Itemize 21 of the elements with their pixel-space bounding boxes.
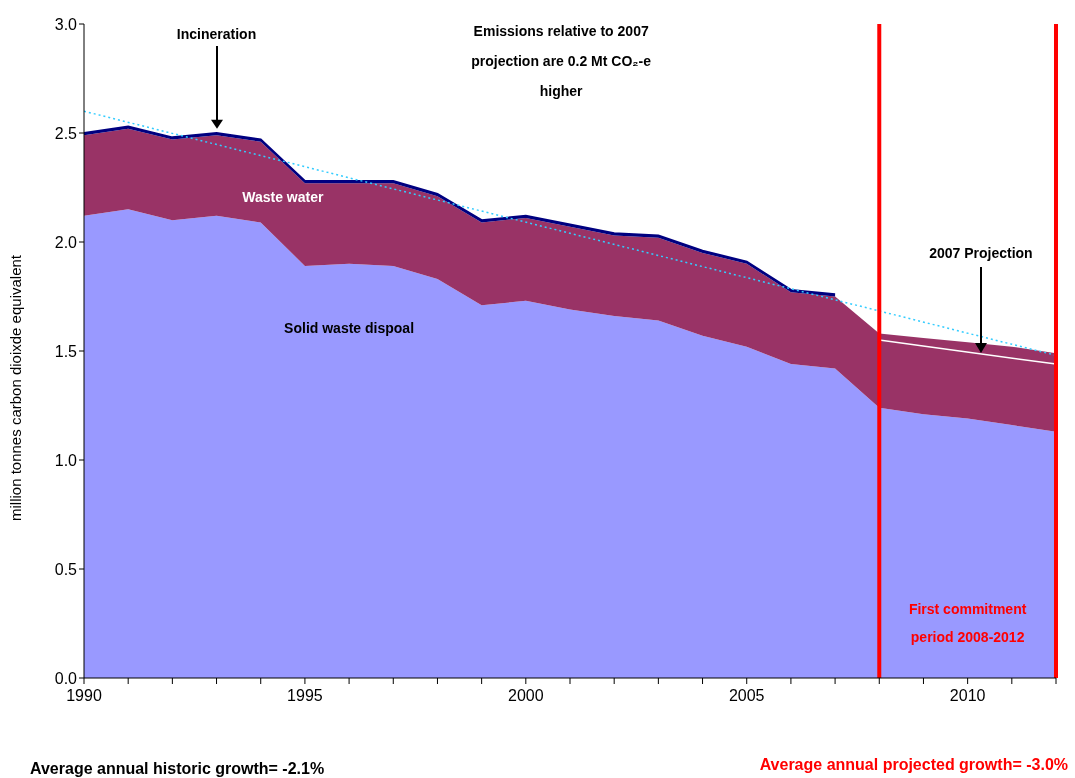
y-axis-title: million tonnes carbon dioixde equivalent xyxy=(7,254,25,521)
series-label: Waste water xyxy=(241,189,325,206)
text: Average annual historic growth= -2.1% xyxy=(30,760,325,778)
y-tick-label: 2.5 xyxy=(54,124,78,142)
y-tick-label: 0.5 xyxy=(54,560,78,578)
y-tick-label: 0.0 xyxy=(54,669,78,687)
annotation: Emissions relative to 2007 projection are 0.2 Mt CO₂-e higher xyxy=(470,22,652,101)
text: Average annual projected growth= -3.0% xyxy=(759,756,1068,774)
x-tick-label: 2000 xyxy=(508,687,544,705)
annotation: First commitment period 2008-2012 xyxy=(907,600,1028,648)
y-tick-label: 2.0 xyxy=(54,233,78,251)
y-tick-label: 1.5 xyxy=(54,342,78,360)
x-tick-label: 2005 xyxy=(728,687,765,705)
y-tick-label: 1.0 xyxy=(54,451,78,469)
x-tick-label: 2010 xyxy=(949,687,986,705)
text: Incineration xyxy=(175,25,258,42)
x-tick-label: 1990 xyxy=(66,687,102,705)
series-label: Solid waste dispoal xyxy=(283,320,416,337)
x-tick-label: 1995 xyxy=(287,687,323,705)
y-tick-label: 3.0 xyxy=(54,15,78,33)
annotation: 2007 Projection xyxy=(928,245,1034,262)
